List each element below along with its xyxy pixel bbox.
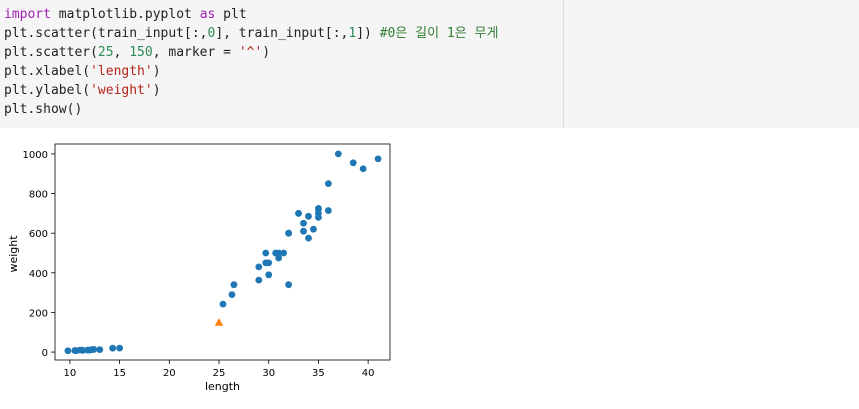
- data-point: [305, 234, 312, 242]
- code-cell-divider: [563, 0, 564, 128]
- data-point: [324, 180, 332, 188]
- code-token: ,: [113, 45, 130, 60]
- code-token: 1: [348, 26, 357, 41]
- code-line: plt.xlabel('length'): [4, 62, 498, 81]
- code-token: 'length': [90, 64, 153, 79]
- data-point: [359, 165, 367, 173]
- plot-frame: [54, 143, 391, 361]
- data-point: [116, 344, 124, 352]
- x-axis: 10 15 20 25 30 35 40: [64, 360, 375, 379]
- code-token: #0은 길이 1은 무게: [379, 26, 499, 41]
- code-token: ): [152, 83, 161, 98]
- code-line: plt.scatter(train_input[:,0], train_inpu…: [4, 24, 498, 43]
- data-points: [64, 150, 382, 355]
- x-tick-label: 10: [64, 368, 77, 379]
- y-tick-label: 400: [29, 269, 48, 280]
- x-tick-label: 20: [163, 368, 176, 379]
- data-point: [230, 281, 238, 289]
- y-tick-label: 800: [29, 190, 48, 201]
- data-point: [96, 346, 104, 354]
- code-cell[interactable]: import matplotlib.pyplot as plt plt.scatt…: [0, 0, 859, 128]
- code-token: plt.scatter(: [4, 45, 98, 60]
- y-tick-label: 0: [42, 348, 48, 359]
- data-point: [310, 225, 317, 233]
- x-axis-label: length: [205, 380, 240, 393]
- data-point: [285, 229, 293, 237]
- data-point: [64, 347, 72, 355]
- data-point: [315, 205, 322, 213]
- data-point: [300, 219, 307, 227]
- data-point: [109, 344, 117, 352]
- data-point-triangle: [214, 318, 224, 326]
- code-token: ): [152, 64, 161, 79]
- x-tick-label: 35: [312, 368, 325, 379]
- data-point: [79, 346, 87, 354]
- data-point: [219, 300, 227, 308]
- data-point: [305, 212, 312, 220]
- code-token: plt.xlabel(: [4, 64, 91, 79]
- code-token: plt.show(): [4, 102, 83, 117]
- y-tick-label: 200: [29, 308, 48, 319]
- code-line: plt.scatter(25, 150, marker = '^'): [4, 43, 498, 62]
- x-tick-label: 40: [362, 368, 375, 379]
- output-area: 0 200 400 600 800 1000 10 15 20 25 30 35 40 length …: [0, 128, 859, 405]
- x-tick-label: 25: [213, 368, 226, 379]
- data-point: [275, 254, 283, 262]
- code-token: import: [4, 7, 51, 22]
- code-token: 'weight': [90, 83, 153, 98]
- code-token: plt.scatter(train_input[:,: [4, 26, 208, 41]
- code-token: ]): [356, 26, 380, 41]
- data-point: [295, 209, 302, 217]
- code-token: plt.ylabel(: [4, 83, 91, 98]
- data-point: [374, 155, 382, 163]
- code-token: plt: [215, 7, 247, 22]
- data-point: [255, 276, 263, 284]
- y-tick-label: 1000: [23, 150, 48, 161]
- data-point: [265, 271, 273, 279]
- code-token: ): [262, 45, 271, 60]
- y-axis: 0 200 400 600 800 1000: [23, 150, 55, 359]
- code-token: , marker =: [152, 45, 239, 60]
- x-tick-label: 30: [262, 368, 275, 379]
- data-point: [255, 263, 263, 271]
- data-point: [300, 227, 307, 235]
- code-token: as: [199, 7, 216, 22]
- code-line: import matplotlib.pyplot as plt: [4, 5, 498, 24]
- data-point: [90, 346, 98, 353]
- code-token: ], train_input[:,: [215, 26, 349, 41]
- code-token: 25: [97, 45, 114, 60]
- data-point: [280, 249, 288, 257]
- y-axis-label: weight: [7, 235, 20, 273]
- x-tick-label: 15: [113, 368, 126, 379]
- data-point: [334, 150, 342, 158]
- y-tick-label: 600: [29, 229, 48, 240]
- data-point: [349, 159, 357, 167]
- data-point: [228, 291, 236, 299]
- data-point: [275, 249, 283, 257]
- code-token: '^': [238, 45, 263, 60]
- data-point: [285, 281, 293, 289]
- code-editor[interactable]: import matplotlib.pyplot as plt plt.scatt…: [4, 5, 498, 119]
- data-point: [262, 249, 270, 257]
- plot-area: [54, 143, 391, 361]
- data-point: [265, 259, 273, 267]
- code-token: 150: [129, 45, 153, 60]
- code-line: plt.ylabel('weight'): [4, 81, 498, 100]
- code-line: plt.show(): [4, 100, 498, 119]
- data-point: [324, 207, 332, 214]
- code-token: 0: [207, 26, 216, 41]
- code-token: matplotlib.pyplot: [50, 7, 200, 22]
